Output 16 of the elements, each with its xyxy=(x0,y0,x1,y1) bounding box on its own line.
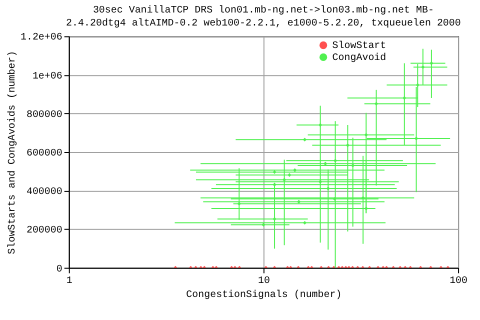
chart-subtitle: 2.4.20dtg4 altAIMD-0.2 web100-2.2.1, e1000-5.2.20, txqueuelen 2000 xyxy=(66,17,461,28)
y-tick-label: 200000 xyxy=(26,224,62,236)
x-axis-title: CongestionSignals (number) xyxy=(186,289,342,300)
x-tick-label: 1 xyxy=(66,275,72,286)
y-tick-label: 800000 xyxy=(26,108,62,120)
y-tick-label: 600000 xyxy=(26,147,62,158)
y-tick-label: 400000 xyxy=(26,186,62,198)
y-tick-label: 1.2e+06 xyxy=(20,32,62,43)
legend-label: SlowStart xyxy=(332,40,386,52)
chart-title: 30sec VanillaTCP DRS lon01.mb-ng.net->lon03.mb-ng.net MB- xyxy=(92,4,434,16)
y-axis-title: SlowStarts and CongAvoids (number) xyxy=(6,50,18,254)
x-tick-label: 100 xyxy=(450,275,468,286)
x-tick-label: 10 xyxy=(258,275,270,286)
y-tick-label: 0 xyxy=(56,263,62,274)
legend-label: CongAvoid xyxy=(332,52,386,64)
y-tick-label: 1e+06 xyxy=(32,70,62,82)
